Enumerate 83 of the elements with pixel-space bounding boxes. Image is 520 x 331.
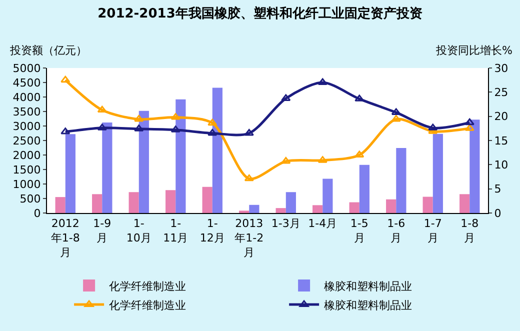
y-tick-label: 4000 [12,90,41,104]
x-tick-label: 1- 10月 [126,217,152,244]
bar [276,208,286,213]
point [318,156,328,163]
point [391,108,401,115]
point [208,118,218,126]
legend-label: 化学纤维制造业 [109,298,186,312]
bar [249,204,260,213]
y2-tick-label: 20 [494,110,508,124]
bar [460,194,470,213]
y2-tick-label: 30 [494,62,508,75]
point [97,124,107,130]
point [60,76,70,83]
bar [396,148,406,213]
bar [322,178,333,213]
x-tick-label: 1-3月 [271,217,300,230]
y-tick-label: 500 [20,192,41,206]
x-tick-label: 1-9 月 [93,217,112,244]
x-tick-label: 2013 年1-2 月 [234,217,264,259]
point [244,129,254,136]
y-tick-label: 2500 [12,134,41,148]
x-tick-label: 1- 11月 [163,217,188,244]
point [208,129,218,136]
y-tick-label: 5000 [12,62,41,75]
point [281,94,291,101]
bar [422,196,433,213]
point [281,157,291,164]
legend-label: 橡胶和塑料制品业 [324,298,412,312]
bar [359,164,370,213]
point [170,113,180,120]
y-tick-label: 2000 [12,148,41,162]
point [464,124,474,131]
y-tick-label: 3500 [12,105,41,118]
y-tick-label: 1000 [12,178,41,191]
point [244,174,254,182]
legend-label: 化学纤维制造业 [109,280,186,293]
x-tick-label: 1-4月 [308,217,338,230]
bar [176,99,186,213]
bar [312,205,323,213]
x-tick-label: 1-6 月 [387,217,406,244]
x-tick-label: 2012 年1-8 月 [50,217,80,259]
x-tick-label: 1- 12月 [200,217,225,244]
y-tick-label: 4500 [12,76,41,90]
y2-tick-label: 25 [494,86,508,100]
bar [138,110,149,213]
x-tick-label: 1-8 月 [460,217,479,244]
bar [166,190,176,213]
y2-tick-label: 5 [494,182,502,196]
point [134,114,144,122]
point [318,78,328,85]
y2-tick-label: 0 [494,206,502,220]
bar [65,134,76,213]
bar [102,122,112,213]
point [391,114,401,122]
bar [286,192,296,213]
y-tick-label: 3000 [12,120,41,133]
y-tick-label: 0 [34,206,41,220]
bar [128,192,139,213]
point [354,150,364,158]
x-tick-label: 1-5 月 [350,217,368,244]
legend-label: 橡胶和塑料制品业 [324,280,412,293]
bar [55,197,66,213]
x-tick-label: 1-7 月 [424,217,442,244]
y2-tick-label: 15 [494,134,508,148]
bar [202,186,212,213]
point [134,124,144,132]
bar [432,134,443,213]
point [464,118,474,126]
y2-axis-title: 投资同比增长% [435,44,512,57]
y-tick-label: 1500 [12,163,41,176]
bar [92,194,102,213]
point [170,126,180,132]
bar [470,120,480,213]
point [97,106,107,113]
bar [212,88,222,213]
y2-tick-label: 10 [494,158,508,172]
bar [349,202,360,213]
point [60,128,70,134]
y-axis-title: 投资额（亿元） [9,44,87,57]
point [428,124,438,130]
chart-title: 2012-2013年我国橡胶、塑料和化纤工业固定资产投资 [98,5,422,22]
bar [386,199,396,213]
point [354,94,364,102]
